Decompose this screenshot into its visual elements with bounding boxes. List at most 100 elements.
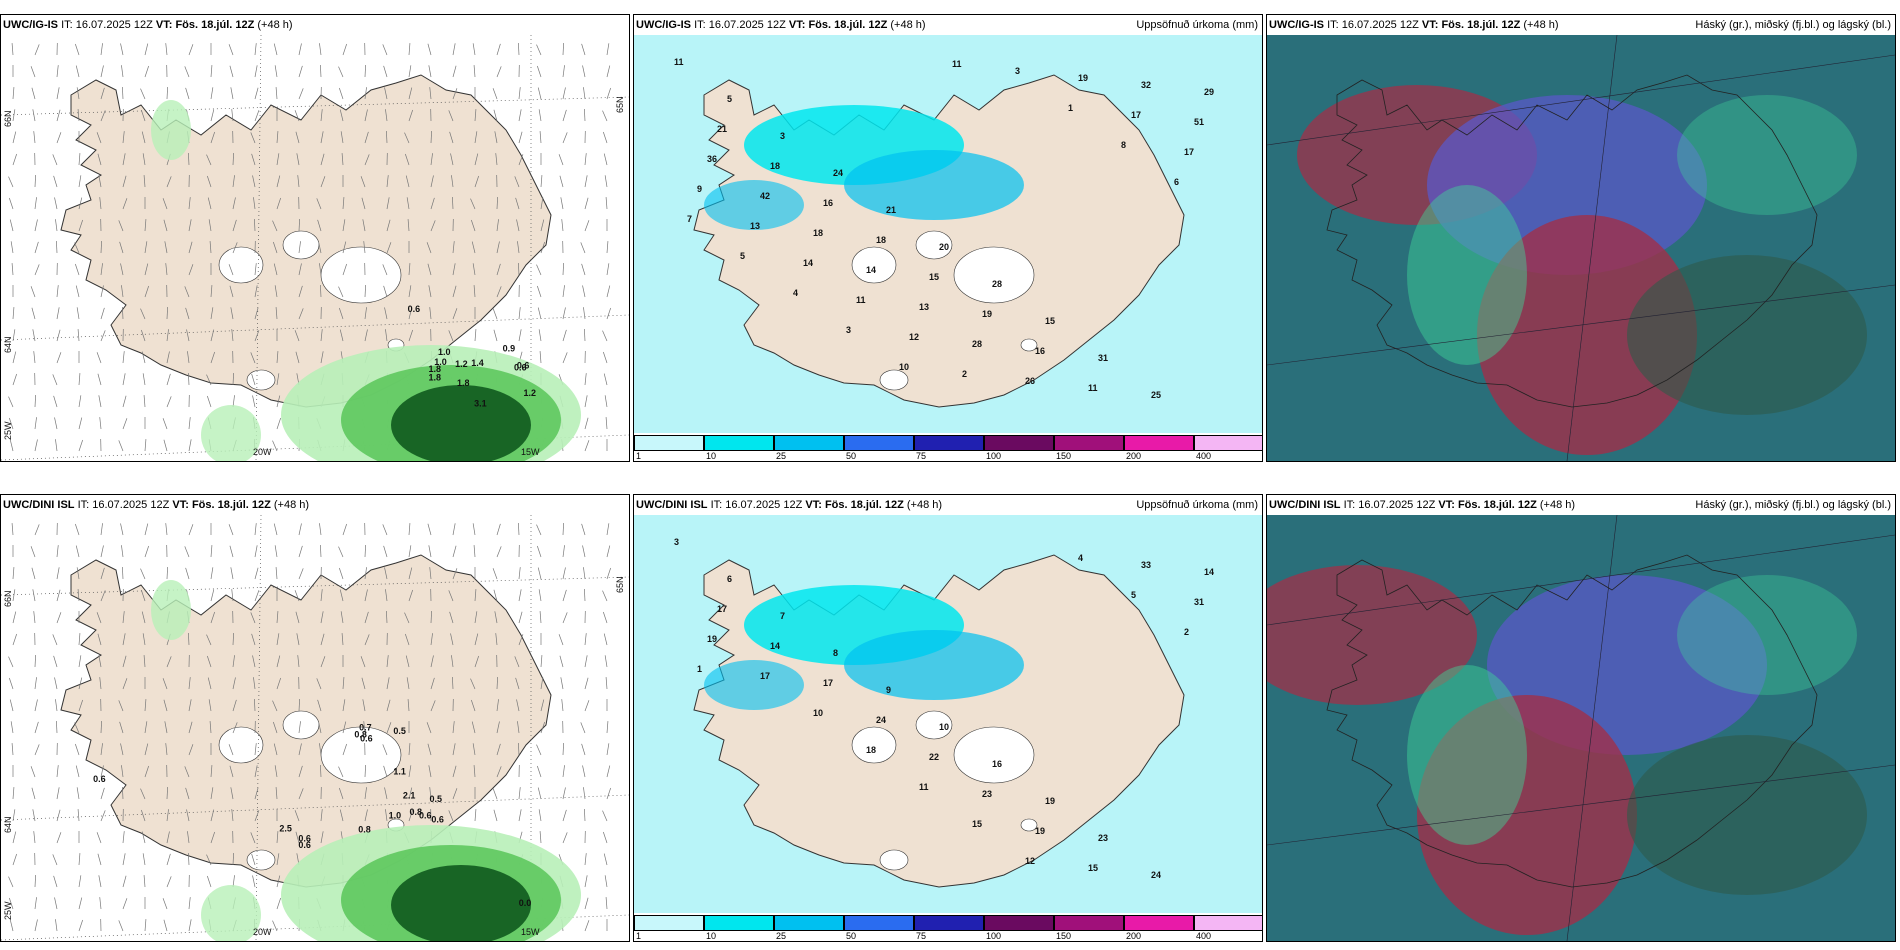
accum-value: 28	[972, 339, 982, 349]
lead-time: (+48 h)	[906, 499, 943, 511]
precip-label: 1.8	[429, 373, 442, 383]
lead-time: (+48 h)	[1523, 19, 1559, 31]
accum-value: 14	[866, 265, 876, 275]
accum-value: 8	[833, 648, 838, 658]
panel-header: UWC/IG-IS IT: 16.07.2025 12Z VT: Fös. 18…	[1267, 15, 1895, 35]
accum-value: 1	[1068, 103, 1073, 113]
accum-value: 51	[1194, 117, 1204, 127]
grid-label: 15W	[521, 927, 540, 937]
precip-label: 0.6	[360, 733, 373, 743]
accum-value: 18	[813, 228, 823, 238]
colorbar-swatch	[844, 435, 914, 451]
it-value: 16.07.2025 12Z	[725, 499, 803, 511]
vt-label: VT:	[1438, 499, 1455, 511]
colorbar-swatch	[1054, 915, 1124, 931]
grid-label: 15W	[521, 447, 540, 457]
it-label: IT:	[1327, 19, 1339, 31]
accum-value: 6	[727, 574, 732, 584]
accum-value: 26	[1025, 376, 1035, 386]
accum-value: 16	[823, 198, 833, 208]
accum-value: 15	[972, 819, 982, 829]
precip-label: 2.1	[403, 790, 416, 800]
lead-time: (+48 h)	[1539, 499, 1576, 511]
colorbar-tick: 75	[916, 451, 927, 461]
precip-label: 1.2	[524, 388, 537, 398]
colorbar-swatch	[1194, 915, 1262, 931]
accum-value: 24	[833, 168, 843, 178]
panel-header: UWC/DINI ISL IT: 16.07.2025 12Z VT: Fös.…	[1, 495, 629, 515]
accum-value: 2	[1184, 627, 1189, 637]
precip-label: 0.5	[429, 794, 442, 804]
colorbar-tick: 25	[776, 451, 787, 461]
colorbar-swatch	[704, 435, 774, 451]
accum-value: 16	[992, 759, 1002, 769]
colorbar-tick: 100	[986, 451, 1002, 461]
accum-value: 16	[1035, 346, 1045, 356]
accum-value: 9	[886, 685, 891, 695]
accum-value: 18	[866, 745, 876, 755]
precip-label: 1.0	[438, 347, 451, 357]
colorbar-tick: 1	[636, 451, 642, 461]
accum-value: 3	[846, 325, 851, 335]
panel-wind-ig: UWC/IG-IS IT: 16.07.2025 12Z VT: Fös. 18…	[0, 14, 630, 462]
accum-value: 24	[876, 715, 886, 725]
precip-label: 3.1	[474, 399, 487, 409]
precip-label: 0.8	[410, 807, 423, 817]
accum-value: 11	[919, 782, 929, 792]
model-name: UWC/DINI ISL	[636, 499, 708, 511]
precip-label: 2.5	[279, 823, 292, 833]
accum-value: 36	[707, 154, 717, 164]
accum-value: 14	[1204, 567, 1214, 577]
panel-header: UWC/IG-IS IT: 16.07.2025 12Z VT: Fös. 18…	[1, 15, 629, 35]
accum-value: 3	[1015, 66, 1020, 76]
accum-value: 13	[919, 302, 929, 312]
accum-value: 12	[1025, 856, 1035, 866]
precip-label: 0.9	[503, 343, 516, 353]
colorbar-tick: 50	[846, 931, 857, 941]
colorbar-swatch	[844, 915, 914, 931]
accum-value: 15	[1088, 863, 1098, 873]
accum-value: 31	[1098, 353, 1108, 363]
accum-value: 23	[1098, 833, 1108, 843]
accum-value: 24	[1151, 870, 1161, 880]
vt-label: VT:	[788, 19, 806, 31]
grid-label: 65N	[615, 576, 625, 593]
accum-value: 31	[1194, 597, 1204, 607]
accum-value: 5	[727, 94, 732, 104]
grid-label: 64N	[3, 816, 13, 833]
it-label: IT:	[77, 499, 90, 511]
precip-label: 1.8	[429, 364, 442, 374]
it-value: 16.07.2025 12Z	[1358, 499, 1436, 511]
colorbar-tick: 25	[776, 931, 787, 941]
precip-label: 0.0	[519, 898, 532, 908]
vt-label: VT:	[805, 499, 822, 511]
panel-wind-dini: UWC/DINI ISL IT: 16.07.2025 12Z VT: Fös.…	[0, 494, 630, 942]
accum-value: 17	[717, 604, 727, 614]
model-name: UWC/IG-IS	[3, 19, 58, 31]
lead-time: (+48 h)	[257, 19, 293, 31]
colorbar-swatch	[634, 435, 704, 451]
grid-label: 25W	[3, 901, 13, 920]
panel-cloud-dini: UWC/DINI ISL IT: 16.07.2025 12Z VT: Fös.…	[1266, 494, 1896, 942]
precip-label: 1.2	[455, 359, 468, 369]
map-wind-bottom: 0.7 0.50.80.61.12.1 0.50.80.61.0 0.60.82.50…	[1, 515, 629, 941]
precip-label: 0.8	[358, 824, 371, 834]
accum-value: 21	[886, 205, 896, 215]
accum-value: 10	[899, 362, 909, 372]
accum-value: 9	[697, 184, 702, 194]
vt-label: VT:	[1421, 19, 1439, 31]
precip-label: 0.6	[408, 304, 421, 314]
accum-value: 15	[929, 272, 939, 282]
colorbar-swatch	[1124, 435, 1194, 451]
accum-value: 5	[1131, 590, 1136, 600]
vt-value: Fös. 18.júl. 12Z	[1441, 19, 1521, 31]
precip-label: 0.6	[517, 361, 530, 371]
colorbar-tick: 100	[986, 931, 1002, 941]
accum-value: 11	[674, 57, 684, 67]
colorbar-swatch	[914, 435, 984, 451]
accum-value: 10	[813, 708, 823, 718]
colorbar-tick: 150	[1056, 931, 1072, 941]
model-name: UWC/IG-IS	[636, 19, 691, 31]
colorbar-swatch	[1054, 435, 1124, 451]
accum-value: 13	[750, 221, 760, 231]
